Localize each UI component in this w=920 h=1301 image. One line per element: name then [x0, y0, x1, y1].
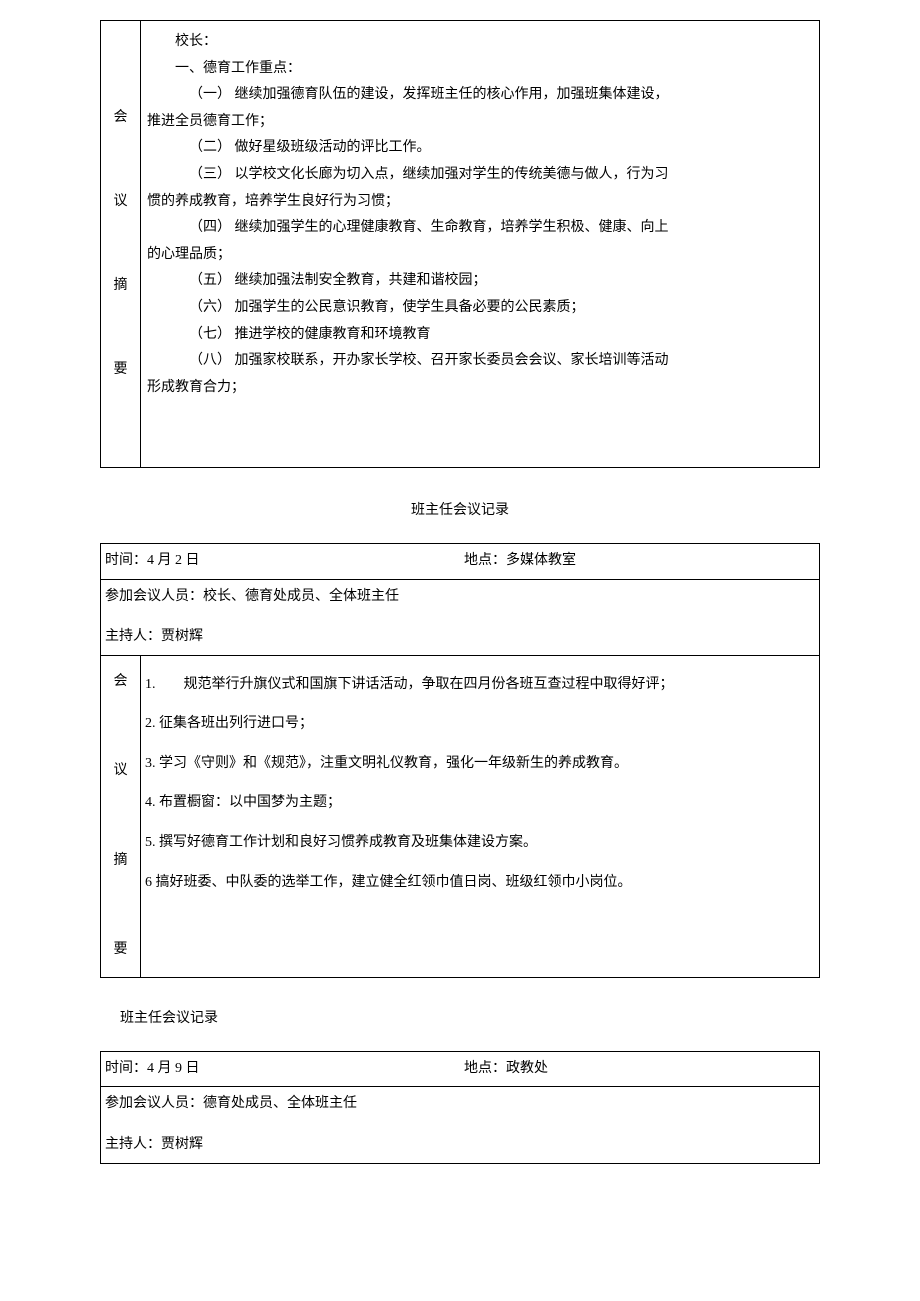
- section-title-2: 班主任会议记录: [100, 498, 820, 525]
- attendees-3: 参加会议人员：德育处成员、全体班主任: [105, 1091, 815, 1118]
- content-line: 一、德育工作重点：: [147, 56, 813, 83]
- time-cell-3: 时间：4 月 9 日: [101, 1051, 461, 1087]
- host-2: 主持人：贾树辉: [105, 624, 815, 651]
- place-cell-3: 地点：政教处: [460, 1051, 820, 1087]
- meeting-table-3: 时间：4 月 9 日 地点：政教处 参加会议人员：德育处成员、全体班主任 主持人…: [100, 1051, 820, 1164]
- content-line: 惯的养成教育，培养学生良好行为习惯；: [147, 189, 813, 216]
- summary-label-1: 会 议 摘 要: [101, 21, 141, 468]
- content-line: 的心理品质；: [147, 242, 813, 269]
- content-line: （六） 加强学生的公民意识教育，使学生具备必要的公民素质；: [147, 295, 813, 322]
- content-line: 4. 布置橱窗：以中国梦为主题；: [145, 786, 815, 820]
- summary-label-text-2: 会 议 摘 要: [105, 660, 136, 974]
- content-line: 形成教育合力；: [147, 375, 813, 402]
- content-line: （一） 继续加强德育队伍的建设，发挥班主任的核心作用，加强班集体建设，: [147, 82, 813, 109]
- summary-content-1: 校长：一、德育工作重点：（一） 继续加强德育队伍的建设，发挥班主任的核心作用，加…: [141, 21, 820, 468]
- place-cell-2: 地点：多媒体教室: [460, 543, 820, 579]
- content-line: （四） 继续加强学生的心理健康教育、生命教育，培养学生积极、健康、向上: [147, 215, 813, 242]
- content-line: 6 搞好班委、中队委的选举工作，建立健全红领巾值日岗、班级红领巾小岗位。: [145, 866, 815, 900]
- content-line: 3. 学习《守则》和《规范》，注重文明礼仪教育，强化一年级新生的养成教育。: [145, 747, 815, 781]
- attendees-host-cell-3: 参加会议人员：德育处成员、全体班主任 主持人：贾树辉: [101, 1087, 820, 1163]
- section-title-3: 班主任会议记录: [120, 1006, 820, 1033]
- summary-label-2: 会 议 摘 要: [101, 656, 141, 978]
- content-line: （三） 以学校文化长廊为切入点，继续加强对学生的传统美德与做人，行为习: [147, 162, 813, 189]
- host-3: 主持人：贾树辉: [105, 1132, 815, 1159]
- content-line: 校长：: [147, 29, 813, 56]
- content-line: 5. 撰写好德育工作计划和良好习惯养成教育及班集体建设方案。: [145, 826, 815, 860]
- summary-label-text-1: 会 议 摘 要: [105, 97, 136, 391]
- content-line: （五） 继续加强法制安全教育，共建和谐校园；: [147, 268, 813, 295]
- content-line: 推进全员德育工作；: [147, 109, 813, 136]
- content-line: 1. 规范举行升旗仪式和国旗下讲话活动，争取在四月份各班互查过程中取得好评；: [145, 668, 815, 702]
- meeting-table-1: 会 议 摘 要 校长：一、德育工作重点：（一） 继续加强德育队伍的建设，发挥班主…: [100, 20, 820, 468]
- attendees-2: 参加会议人员：校长、德育处成员、全体班主任: [105, 584, 815, 611]
- meeting-table-2: 时间：4 月 2 日 地点：多媒体教室 参加会议人员：校长、德育处成员、全体班主…: [100, 543, 820, 656]
- content-line: 2. 征集各班出列行进口号；: [145, 707, 815, 741]
- content-line: （七） 推进学校的健康教育和环境教育: [147, 322, 813, 349]
- time-cell-2: 时间：4 月 2 日: [101, 543, 461, 579]
- attendees-host-cell-2: 参加会议人员：校长、德育处成员、全体班主任 主持人：贾树辉: [101, 579, 820, 655]
- content-line: （二） 做好星级班级活动的评比工作。: [147, 135, 813, 162]
- summary-content-2: 1. 规范举行升旗仪式和国旗下讲话活动，争取在四月份各班互查过程中取得好评； 2.…: [141, 656, 820, 978]
- content-line: （八） 加强家校联系，开办家长学校、召开家长委员会会议、家长培训等活动: [147, 348, 813, 375]
- meeting-table-2b: 会 议 摘 要 1. 规范举行升旗仪式和国旗下讲话活动，争取在四月份各班互查过程…: [100, 656, 820, 979]
